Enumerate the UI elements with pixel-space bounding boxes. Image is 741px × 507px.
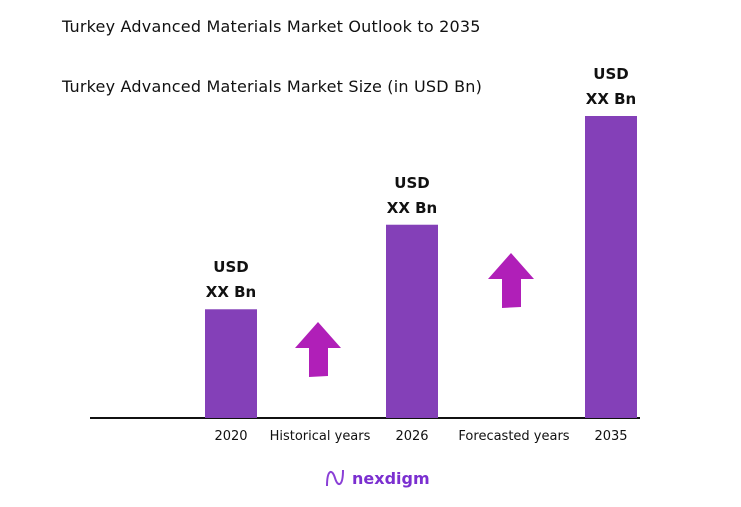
x-tick-label: 2020 [214, 429, 248, 444]
data-label: USD XX Bn [206, 255, 256, 305]
brand-name: nexdigm [352, 468, 430, 488]
data-label-line: USD [593, 65, 629, 83]
data-label-line: XX Bn [585, 90, 637, 108]
data-label: USD XX Bn [586, 62, 636, 112]
bar-2035 [585, 116, 637, 418]
data-label-line: XX Bn [205, 283, 257, 302]
bar-2026 [386, 224, 438, 418]
data-label-line: XX Bn [386, 198, 438, 217]
logo-icon [326, 469, 344, 487]
chart-title: Turkey Advanced Materials Market Size (i… [62, 77, 483, 96]
x-tick-label: 2026 [395, 429, 429, 444]
up-arrow-icon [295, 322, 341, 377]
page-title: Turkey Advanced Materials Market Outlook… [62, 17, 481, 36]
nexdigm-logo: nexdigm [324, 466, 430, 490]
data-label: USD XX Bn [387, 171, 437, 221]
annotation-forecasted: Forecasted years [458, 429, 570, 444]
data-label-line: USD [213, 258, 249, 277]
x-tick-label: 2035 [594, 429, 628, 444]
annotation-historical: Historical years [269, 429, 371, 444]
bar-2020 [205, 309, 257, 418]
up-arrow-icon [488, 253, 534, 308]
data-label-line: USD [394, 173, 430, 192]
